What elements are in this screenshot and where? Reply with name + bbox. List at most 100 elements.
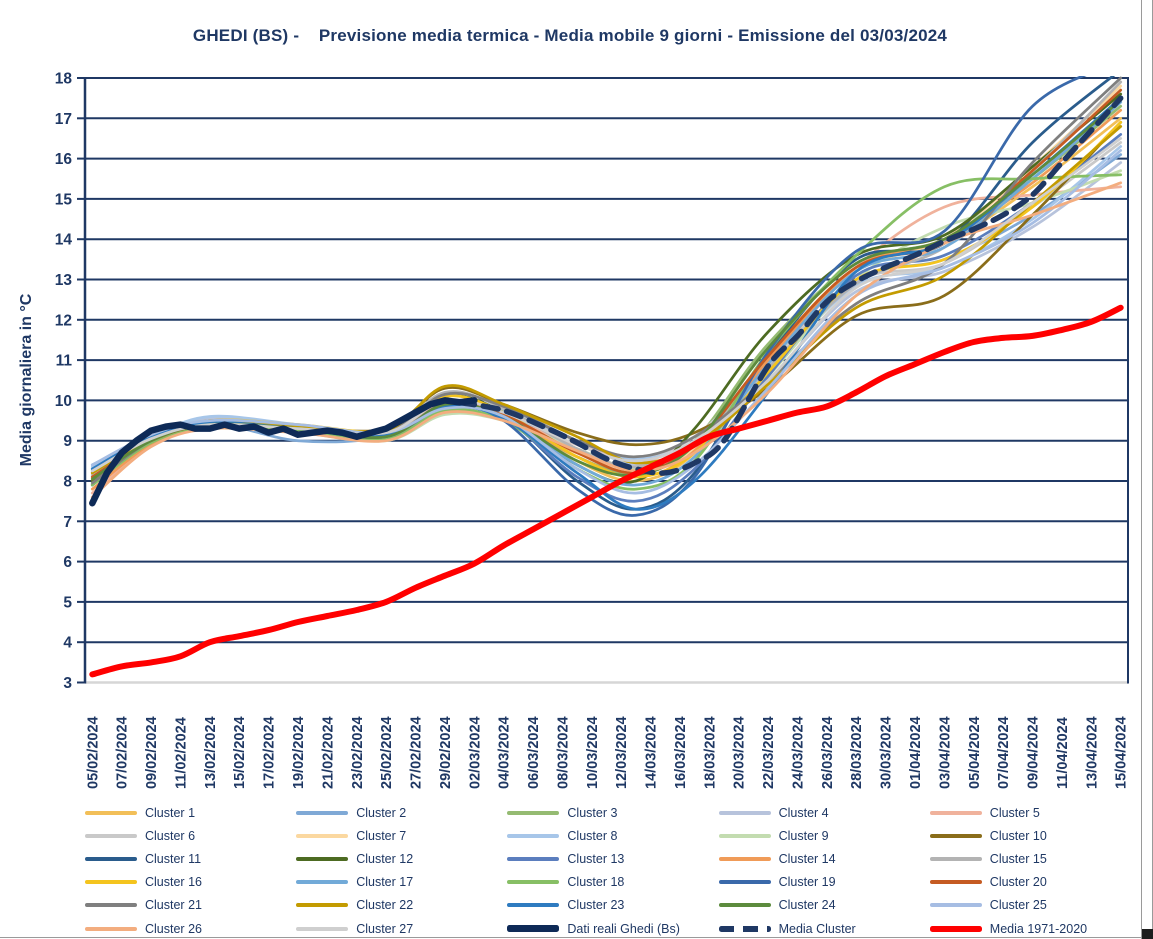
legend-swatch-cluster-14 (718, 856, 771, 861)
xtick-label-23: 22/03/2024 (761, 716, 777, 789)
legend-label-cluster-16: Cluster 16 (145, 875, 202, 890)
xtick-label-34: 13/04/2024 (1084, 716, 1100, 789)
legend-item-cluster-5[interactable]: Cluster 5 (929, 801, 1141, 824)
xtick-label-21: 18/03/2024 (702, 716, 718, 789)
legend-swatch-cluster-25 (929, 903, 982, 908)
xtick-label-6: 17/02/2024 (262, 716, 278, 789)
legend-label-media-cluster: Media Cluster (778, 921, 856, 936)
legend-item-media-cluster[interactable]: Media Cluster (718, 917, 930, 939)
xtick-label-10: 25/02/2024 (379, 716, 395, 789)
legend-label-cluster-19: Cluster 19 (778, 875, 836, 890)
series-cluster-25 (90, 149, 1123, 495)
series-cluster-13 (90, 133, 1123, 503)
legend-label-cluster-17: Cluster 17 (356, 875, 414, 890)
xtick-label-28: 01/04/2024 (908, 716, 924, 789)
legend-item-cluster-12[interactable]: Cluster 12 (296, 847, 507, 870)
legend-item-cluster-15[interactable]: Cluster 15 (929, 847, 1141, 870)
legend-swatch-cluster-22 (296, 903, 349, 908)
ytick-label-9: 9 (63, 433, 72, 450)
legend-swatch-cluster-8 (507, 833, 560, 838)
xtick-label-3: 11/02/2024 (174, 717, 190, 789)
legend-item-cluster-20[interactable]: Cluster 20 (929, 871, 1141, 894)
legend-item-dati-reali[interactable]: Dati reali Ghedi (Bs) (507, 917, 718, 939)
legend-item-cluster-25[interactable]: Cluster 25 (929, 894, 1141, 917)
legend-item-cluster-18[interactable]: Cluster 18 (507, 871, 718, 894)
legend-label-media-1971-2020: Media 1971-2020 (989, 921, 1088, 936)
xtick-label-32: 09/04/2024 (1026, 716, 1042, 789)
series-cluster-9 (90, 169, 1123, 479)
legend-swatch-cluster-3 (507, 810, 560, 815)
legend-item-cluster-10[interactable]: Cluster 10 (929, 824, 1141, 847)
scrollbar-track[interactable] (1141, 0, 1142, 939)
xtick-label-14: 04/03/2024 (497, 716, 513, 789)
xtick-label-7: 19/02/2024 (291, 716, 307, 789)
ytick-label-13: 13 (55, 272, 73, 289)
legend-item-cluster-24[interactable]: Cluster 24 (718, 894, 930, 917)
legend-swatch-cluster-27 (296, 926, 349, 931)
legend-item-cluster-6[interactable]: Cluster 6 (85, 824, 296, 847)
legend-swatch-cluster-6 (85, 833, 137, 838)
ytick-label-6: 6 (63, 554, 72, 571)
series-cluster-19 (90, 76, 1087, 517)
legend-item-cluster-7[interactable]: Cluster 7 (296, 824, 507, 847)
ytick-label-14: 14 (55, 232, 73, 249)
xtick-label-12: 29/02/2024 (438, 716, 454, 789)
series-dati-reali (89, 397, 478, 507)
legend-item-cluster-4[interactable]: Cluster 4 (718, 801, 930, 824)
xtick-label-8: 21/02/2024 (320, 716, 336, 789)
legend-item-cluster-9[interactable]: Cluster 9 (718, 824, 930, 847)
legend-item-cluster-17[interactable]: Cluster 17 (296, 871, 507, 894)
legend-item-cluster-2[interactable]: Cluster 2 (296, 801, 507, 824)
legend-item-cluster-26[interactable]: Cluster 26 (85, 917, 296, 939)
legend-item-cluster-1[interactable]: Cluster 1 (85, 801, 296, 824)
legend-label-cluster-9: Cluster 9 (778, 828, 829, 843)
legend-swatch-cluster-19 (718, 880, 771, 885)
xtick-label-30: 05/04/2024 (967, 716, 983, 789)
series-cluster-11 (90, 76, 1116, 511)
legend-item-cluster-16[interactable]: Cluster 16 (85, 871, 296, 894)
legend-item-cluster-21[interactable]: Cluster 21 (85, 894, 296, 917)
legend-item-cluster-27[interactable]: Cluster 27 (296, 917, 507, 939)
legend-label-cluster-24: Cluster 24 (778, 898, 836, 913)
legend-label-cluster-14: Cluster 14 (778, 851, 836, 866)
xtick-label-26: 28/03/2024 (849, 716, 865, 789)
legend-item-cluster-22[interactable]: Cluster 22 (296, 894, 507, 917)
legend-item-cluster-23[interactable]: Cluster 23 (507, 894, 718, 917)
legend-item-cluster-8[interactable]: Cluster 8 (507, 824, 718, 847)
legend-label-cluster-10: Cluster 10 (989, 828, 1047, 843)
xtick-label-20: 16/03/2024 (673, 716, 689, 789)
ytick-label-12: 12 (55, 312, 72, 329)
legend-swatch-cluster-16 (85, 880, 137, 885)
legend-swatch-cluster-18 (507, 880, 560, 885)
ytick-label-11: 11 (56, 353, 73, 370)
ytick-label-18: 18 (55, 71, 73, 88)
legend-swatch-cluster-23 (507, 903, 560, 908)
legend-label-cluster-2: Cluster 2 (356, 805, 407, 820)
legend-swatch-media-1971-2020 (929, 925, 982, 932)
xtick-label-17: 10/03/2024 (585, 716, 601, 789)
xtick-label-15: 06/03/2024 (526, 716, 542, 789)
legend-label-cluster-23: Cluster 23 (567, 898, 625, 913)
ytick-label-4: 4 (63, 635, 72, 652)
legend-item-cluster-11[interactable]: Cluster 11 (85, 847, 296, 870)
legend-item-cluster-14[interactable]: Cluster 14 (718, 847, 930, 870)
xtick-label-0: 05/02/2024 (85, 716, 101, 789)
legend-item-cluster-3[interactable]: Cluster 3 (507, 801, 718, 824)
legend-label-cluster-3: Cluster 3 (567, 805, 618, 820)
legend-item-cluster-19[interactable]: Cluster 19 (718, 871, 930, 894)
ytick-label-8: 8 (63, 474, 72, 491)
legend-item-cluster-13[interactable]: Cluster 13 (507, 847, 718, 870)
legend-swatch-media-cluster (718, 925, 771, 932)
legend-item-media-1971-2020[interactable]: Media 1971-2020 (929, 917, 1141, 939)
xtick-label-27: 30/03/2024 (879, 716, 895, 789)
ytick-label-3: 3 (63, 675, 72, 692)
xtick-label-29: 03/04/2024 (937, 716, 953, 789)
legend-swatch-cluster-26 (85, 926, 137, 931)
legend-label-cluster-1: Cluster 1 (145, 805, 196, 820)
y-axis-title: Media giornaliera in °C (18, 293, 35, 466)
legend-label-cluster-26: Cluster 26 (145, 921, 202, 936)
series-media-1971-2020 (89, 304, 1124, 678)
legend-label-cluster-25: Cluster 25 (989, 898, 1047, 913)
legend-label-cluster-8: Cluster 8 (567, 828, 618, 843)
